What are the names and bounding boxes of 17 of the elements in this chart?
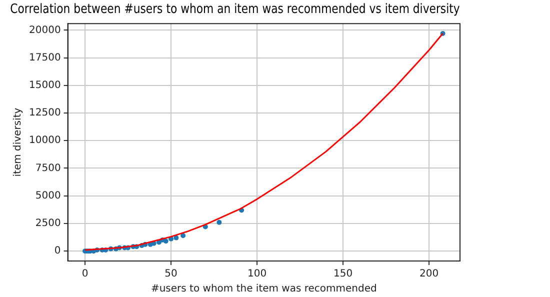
chart-title: Correlation between #users to whom an item was recommended vs item diversity	[10, 1, 460, 16]
y-tick-label: 12500	[29, 108, 61, 119]
y-tick-label: 5000	[35, 190, 61, 202]
x-tick-label: 50	[164, 268, 178, 280]
y-tick-label: 17500	[29, 52, 61, 64]
y-tick-label: 20000	[29, 24, 61, 36]
x-tick-label: 0	[82, 268, 88, 280]
y-tick-label: 0	[54, 246, 61, 257]
x-tick-label: 150	[333, 268, 353, 280]
y-tick-label: 2500	[35, 218, 61, 230]
y-axis-title: item diversity	[12, 108, 24, 177]
x-tick-label: 200	[419, 268, 439, 280]
x-axis-title: #users to whom the item was recommended	[150, 284, 377, 295]
x-tick-label: 100	[247, 268, 267, 280]
y-tick-label: 10000	[29, 135, 61, 146]
y-tick-label: 7500	[35, 162, 61, 174]
y-tick-label: 15000	[29, 80, 61, 92]
